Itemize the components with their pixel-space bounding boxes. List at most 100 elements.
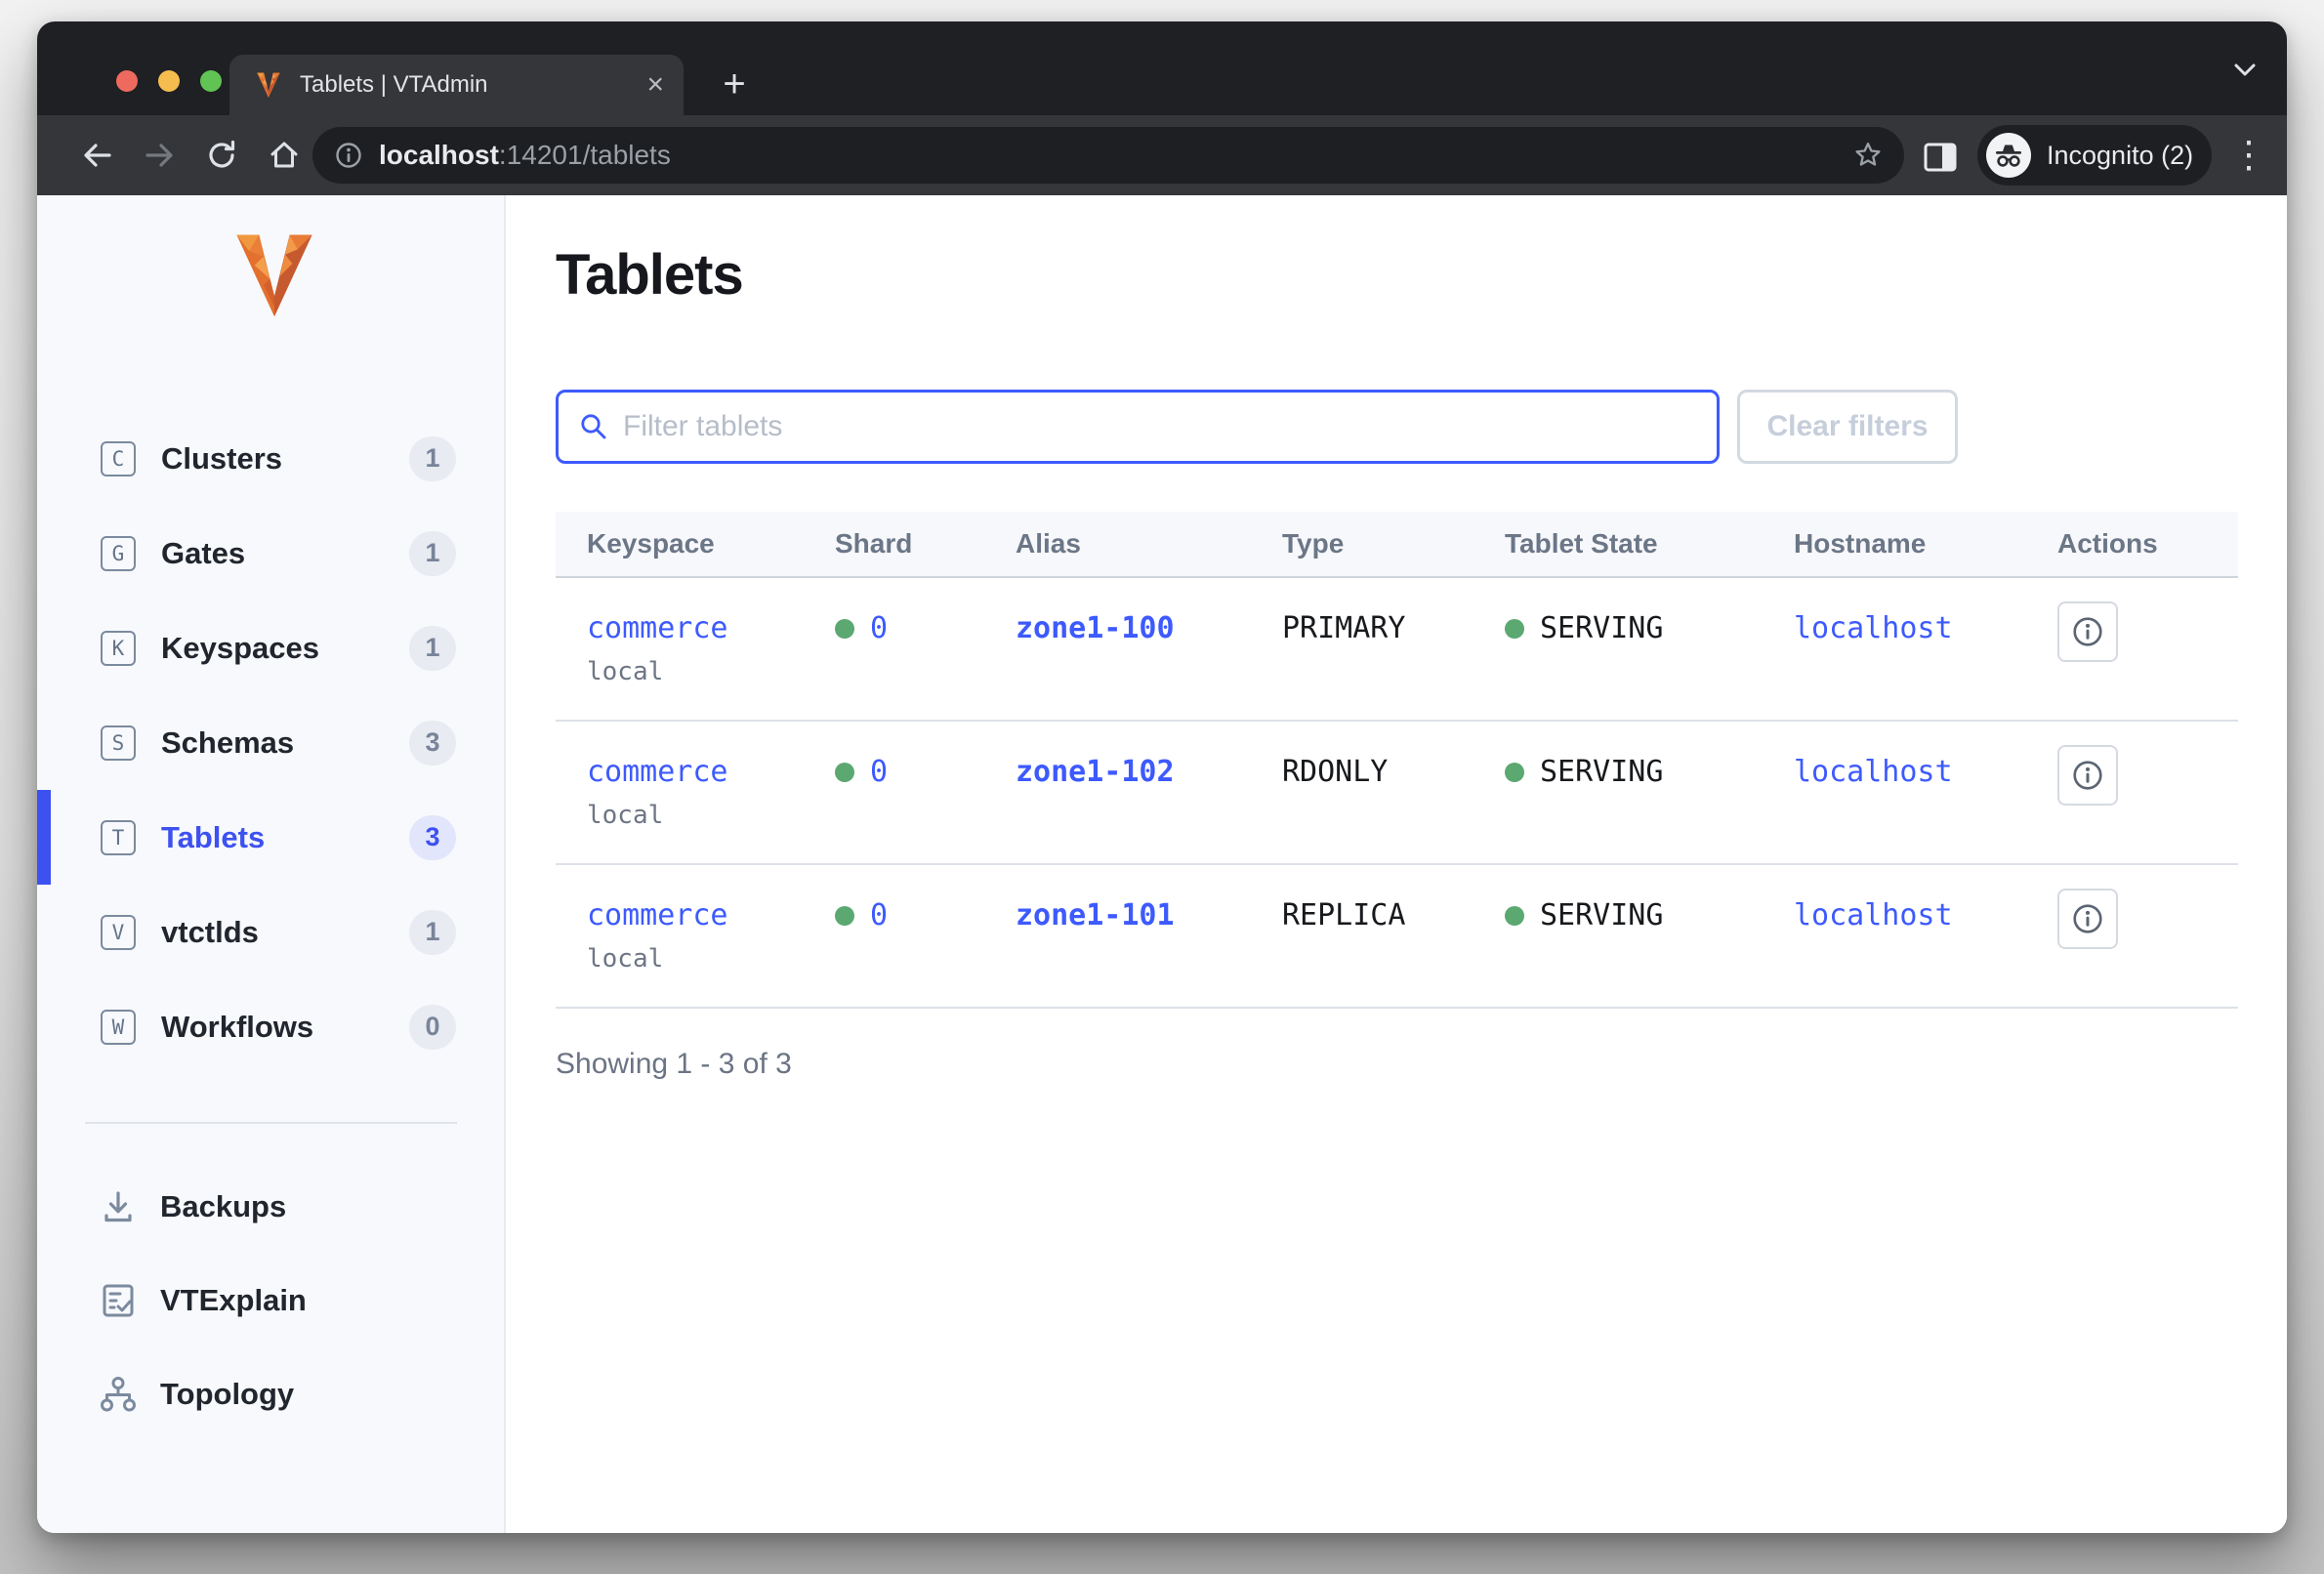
new-tab-button[interactable]: + [723, 62, 746, 105]
forward-icon[interactable] [139, 135, 180, 176]
nav-letter-icon: C [101, 440, 136, 476]
shard-cell: 0 [835, 755, 1016, 830]
hostname-link[interactable]: localhost [1794, 898, 1953, 932]
incognito-label: Incognito (2) [2047, 140, 2194, 170]
nav-count-badge: 1 [409, 909, 456, 955]
window-minimize-button[interactable] [158, 70, 180, 92]
sidebar-tools: Backups VTExplain [37, 1160, 504, 1441]
keyspace-cell: commerce local [587, 611, 835, 686]
shard-cell: 0 [835, 611, 1016, 686]
sidebar-item-vtexplain[interactable]: VTExplain [37, 1254, 504, 1347]
serving-status-dot [1505, 906, 1524, 926]
keyspace-link[interactable]: commerce [587, 898, 728, 932]
window-close-button[interactable] [116, 70, 138, 92]
browser-tab[interactable]: Tablets | VTAdmin × [229, 55, 684, 115]
column-header: Shard [835, 528, 913, 559]
column-header: Hostname [1794, 528, 1927, 559]
nav-item-label: Tablets [161, 819, 266, 854]
sidebar-nav-item[interactable]: C Clusters 1 [37, 411, 504, 506]
info-icon [2073, 617, 2102, 646]
shard-cell: 0 [835, 898, 1016, 973]
sidebar-nav-item[interactable]: G Gates 1 [37, 506, 504, 601]
tablet-info-button[interactable] [2057, 745, 2118, 806]
sidebar-nav-item[interactable]: T Tablets 3 [37, 790, 504, 885]
incognito-badge[interactable]: Incognito (2) [1977, 125, 2212, 186]
nav-count-badge: 3 [409, 720, 456, 766]
actions-cell [2057, 601, 2238, 686]
tablet-alias-link[interactable]: zone1-100 [1016, 611, 1175, 645]
alias-cell: zone1-100 [1016, 611, 1282, 686]
nav-count-badge: 3 [409, 814, 456, 860]
table-row: commerce local 0 zone1-102 RDONLY [556, 722, 2238, 865]
tablets-table: Keyspace Shard Alias Type Tablet State H… [556, 512, 2238, 1009]
tablet-alias-link[interactable]: zone1-102 [1016, 755, 1175, 789]
filter-row: Clear filters [556, 390, 2287, 464]
keyspace-link[interactable]: commerce [587, 611, 728, 645]
cluster-label: local [587, 801, 664, 830]
url-bar[interactable]: localhost:14201/tablets [312, 127, 1904, 184]
filter-tablets-input[interactable] [623, 410, 1697, 443]
tablet-info-button[interactable] [2057, 601, 2118, 662]
page-title: Tablets [556, 243, 744, 307]
tab-strip: Tablets | VTAdmin × + [37, 21, 2287, 115]
nav-count-badge: 0 [409, 1004, 456, 1050]
shard-link[interactable]: 0 [870, 611, 889, 645]
tablet-state-label: SERVING [1540, 611, 1664, 645]
nav-letter-icon: V [101, 914, 136, 950]
document-check-icon [98, 1280, 139, 1321]
hostname-cell: localhost [1794, 898, 2057, 973]
nav-item-label: Clusters [161, 440, 283, 476]
nav-letter-icon: W [101, 1009, 136, 1045]
hostname-cell: localhost [1794, 611, 2057, 686]
tab-close-icon[interactable]: × [646, 68, 664, 101]
column-header: Type [1282, 528, 1345, 559]
tablet-state-cell: SERVING [1505, 898, 1794, 973]
home-icon[interactable] [264, 135, 305, 176]
nav-item-label: Gates [161, 535, 246, 570]
tool-label: Topology [160, 1377, 295, 1411]
nav-letter-icon: G [101, 535, 136, 571]
sidebar-nav-item[interactable]: K Keyspaces 1 [37, 601, 504, 695]
shard-link[interactable]: 0 [870, 898, 889, 932]
nav-item-label: Workflows [161, 1009, 314, 1044]
nav-letter-icon: K [101, 630, 136, 666]
back-icon[interactable] [76, 135, 117, 176]
tool-label: Backups [160, 1189, 287, 1223]
clear-filters-button[interactable]: Clear filters [1737, 390, 1958, 464]
tablet-state-label: SERVING [1540, 898, 1664, 932]
bookmark-star-icon[interactable] [1853, 141, 1883, 170]
tablet-info-button[interactable] [2057, 889, 2118, 949]
chevron-down-icon[interactable] [2230, 61, 2260, 80]
site-info-icon[interactable] [334, 141, 363, 170]
info-icon [2073, 904, 2102, 933]
hostname-link[interactable]: localhost [1794, 755, 1953, 789]
reload-icon[interactable] [201, 135, 242, 176]
tablet-state-cell: SERVING [1505, 755, 1794, 830]
cluster-label: local [587, 944, 664, 973]
search-icon [581, 414, 606, 439]
main-panel: Tablets Clear filters Keyspace Shar [508, 195, 2287, 1533]
hostname-cell: localhost [1794, 755, 2057, 830]
shard-link[interactable]: 0 [870, 755, 889, 789]
url-text[interactable]: localhost:14201/tablets [379, 140, 671, 170]
nav-letter-icon: T [101, 819, 136, 855]
nav-letter-icon: S [101, 725, 136, 761]
sidebar-nav-item[interactable]: V vtctlds 1 [37, 885, 504, 979]
sidebar-nav-item[interactable]: S Schemas 3 [37, 695, 504, 790]
tablet-state-label: SERVING [1540, 755, 1664, 789]
side-panel-icon[interactable] [1920, 137, 1961, 178]
keyspace-link[interactable]: commerce [587, 755, 728, 789]
browser-menu-icon[interactable]: ⋮ [2230, 135, 2267, 176]
hostname-link[interactable]: localhost [1794, 611, 1953, 645]
sidebar-nav-item[interactable]: W Workflows 0 [37, 979, 504, 1074]
shard-status-dot [835, 763, 854, 782]
column-header: Tablet State [1505, 528, 1658, 559]
type-cell: RDONLY [1282, 755, 1389, 789]
sidebar-item-backups[interactable]: Backups [37, 1160, 504, 1254]
tablet-state-cell: SERVING [1505, 611, 1794, 686]
keyspace-cell: commerce local [587, 755, 835, 830]
tablet-alias-link[interactable]: zone1-101 [1016, 898, 1175, 932]
type-cell: PRIMARY [1282, 611, 1406, 645]
sidebar-item-topology[interactable]: Topology [37, 1347, 504, 1441]
window-zoom-button[interactable] [200, 70, 222, 92]
